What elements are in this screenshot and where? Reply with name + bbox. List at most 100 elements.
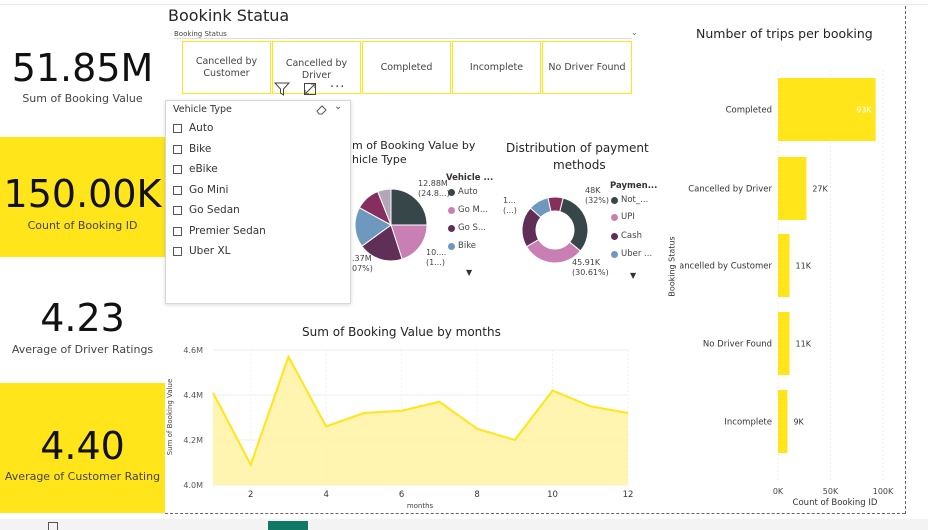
checkbox[interactable] xyxy=(173,123,182,133)
trips-bar-chart[interactable]: Completed 93K Cancelled by Driver 27K Cancel… xyxy=(680,60,905,500)
x-tick-label: 2 xyxy=(248,490,253,500)
vehicle-option-go-sedan[interactable]: Go Sedan xyxy=(173,202,240,218)
category-label: Incomplete xyxy=(724,418,772,428)
legend-item[interactable]: Go S... xyxy=(448,223,486,233)
category-label: Completed xyxy=(726,106,772,116)
x-tick-label: 50K xyxy=(823,487,839,496)
slicer-option-cancelled-by-customer[interactable]: Cancelled by Customer xyxy=(182,41,271,94)
legend-scroll-down-icon[interactable]: ▼ xyxy=(466,268,473,277)
payment-donut-chart[interactable] xyxy=(521,196,589,264)
checkbox[interactable] xyxy=(173,164,182,174)
x-tick-label: 8 xyxy=(474,490,479,500)
chevron-down-icon[interactable]: ⌄ xyxy=(334,101,343,112)
legend-label: Not_... xyxy=(621,195,649,205)
bar[interactable] xyxy=(778,234,790,297)
bottom-tab-icon[interactable] xyxy=(48,522,58,530)
legend-item[interactable]: Not_... xyxy=(611,195,648,205)
legend-label: UPI xyxy=(621,212,635,222)
checkbox[interactable] xyxy=(173,144,182,154)
legend-item[interactable]: Bike xyxy=(448,241,476,251)
pie-vehicle-legend-title: Vehicle ... xyxy=(446,173,494,183)
vehicle-pie-chart[interactable] xyxy=(354,188,428,262)
donut-legend-title: Paymen... xyxy=(610,181,658,191)
bottom-tab-bar xyxy=(0,519,928,530)
pie-slice[interactable] xyxy=(390,188,428,226)
pie-label-left-value: .37M xyxy=(352,254,372,263)
y-tick-label: 4.0M xyxy=(183,481,203,490)
bar-chart-ylabel: Booking Status xyxy=(667,236,677,297)
donut-title-line2: methods xyxy=(553,158,606,172)
bar-chart-title: Number of trips per booking xyxy=(696,26,873,41)
y-tick-label: 4.4M xyxy=(183,391,203,400)
booking-status-header: Booking Status xyxy=(174,30,227,38)
pie-slice[interactable] xyxy=(390,224,428,260)
pie-slice[interactable] xyxy=(361,224,403,262)
slicer-option-completed[interactable]: Completed xyxy=(362,41,451,94)
vehicle-option-go-mini[interactable]: Go Mini xyxy=(173,182,228,198)
vehicle-option-label: Premier Sedan xyxy=(189,225,266,237)
donut-label-bottom-pct: (30.61%) xyxy=(572,268,609,277)
kpi-label-driver-rating: Average of Driver Ratings xyxy=(11,343,154,356)
vehicle-option-premier-sedan[interactable]: Premier Sedan xyxy=(173,223,266,239)
pie-slice[interactable] xyxy=(377,188,392,226)
x-tick-label: 6 xyxy=(399,490,404,500)
data-label: 93K xyxy=(856,106,872,115)
booking-status-title: Bookink Statua xyxy=(168,6,290,25)
pie-vehicle-title-line1: m of Booking Value by xyxy=(352,139,476,152)
donut-slice[interactable] xyxy=(559,197,589,252)
legend-label: Go M... xyxy=(458,205,488,215)
bottom-tab-active[interactable] xyxy=(268,521,308,530)
pie-label-right-pct: (1...) xyxy=(426,258,445,267)
y-tick-label: 4.6M xyxy=(183,346,203,355)
pie-label-right: 10.... (1...) xyxy=(426,248,446,268)
booking-status-header-line xyxy=(174,38,632,39)
area-line[interactable] xyxy=(212,354,629,468)
donut-title-line1: Distribution of payment xyxy=(506,141,649,155)
slicer-option-incomplete[interactable]: Incomplete xyxy=(452,41,541,94)
checkbox[interactable] xyxy=(173,205,182,215)
pie-slice[interactable] xyxy=(354,206,392,247)
donut-slice[interactable] xyxy=(547,196,564,213)
legend-item[interactable]: Uber ... xyxy=(611,249,652,259)
pie-label-left-pct: 07%) xyxy=(352,264,373,273)
more-options-icon[interactable]: ··· xyxy=(330,80,346,95)
legend-label: Uber ... xyxy=(621,249,653,259)
pie-vehicle-title-line2: hicle Type xyxy=(352,153,407,166)
vehicle-option-auto[interactable]: Auto xyxy=(173,120,213,136)
slicer-option-no-driver-found[interactable]: No Driver Found xyxy=(542,41,632,94)
bar[interactable] xyxy=(778,78,876,141)
kpi-label-booking-count: Count of Booking ID xyxy=(27,219,138,232)
checkbox[interactable] xyxy=(173,246,182,256)
data-label: 27K xyxy=(812,185,828,194)
category-label: Cancelled by Driver xyxy=(688,185,772,195)
checkbox[interactable] xyxy=(173,226,182,236)
bar[interactable] xyxy=(778,157,807,220)
canvas-right-border xyxy=(905,6,906,514)
vehicle-option-label: Go Mini xyxy=(189,184,229,196)
bar[interactable] xyxy=(778,312,790,375)
checkbox[interactable] xyxy=(173,185,182,195)
kpi-value-booking-value: 51.85M xyxy=(11,46,154,90)
donut-label-left: 1... (...) xyxy=(503,196,517,216)
bar[interactable] xyxy=(778,390,788,453)
legend-item[interactable]: Auto xyxy=(448,187,478,197)
chevron-down-icon[interactable]: ⌄ xyxy=(631,28,638,37)
legend-item[interactable]: Cash xyxy=(611,231,642,241)
focus-mode-icon[interactable] xyxy=(303,82,317,96)
pie-label-top-pct: (24.8...) xyxy=(418,189,450,198)
vehicle-option-ebike[interactable]: eBike xyxy=(173,161,218,177)
bar-chart-xlabel: Count of Booking ID xyxy=(792,498,878,508)
donut-label-left-pct: (...) xyxy=(503,206,517,215)
vehicle-option-uber-xl[interactable]: Uber XL xyxy=(173,243,231,259)
area-chart[interactable]: 4.0M 4.2M 4.4M 4.6M 2 4 6 8 10 12 xyxy=(165,340,645,505)
vehicle-type-dropdown-panel xyxy=(165,100,351,304)
vehicle-option-bike[interactable]: Bike xyxy=(173,141,211,157)
filter-icon[interactable] xyxy=(274,82,290,96)
area-fill xyxy=(213,356,628,485)
donut-label-bottom-value: 45.91K xyxy=(572,258,601,267)
legend-scroll-down-icon[interactable]: ▼ xyxy=(630,271,637,280)
donut-label-top-value: 48K xyxy=(585,186,601,195)
eraser-icon[interactable] xyxy=(316,104,328,115)
legend-item[interactable]: UPI xyxy=(611,212,635,222)
legend-item[interactable]: Go M... xyxy=(448,205,488,215)
